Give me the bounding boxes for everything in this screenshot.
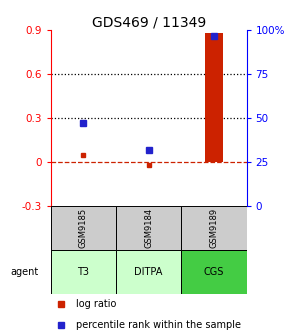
Title: GDS469 / 11349: GDS469 / 11349 bbox=[92, 15, 206, 29]
Bar bbox=[51, 250, 116, 294]
Bar bbox=[205, 33, 223, 162]
Bar bbox=[181, 250, 246, 294]
Text: GSM9184: GSM9184 bbox=[144, 208, 153, 248]
Bar bbox=[181, 206, 246, 250]
Text: agent: agent bbox=[10, 267, 39, 277]
Bar bbox=[116, 206, 181, 250]
Text: GSM9185: GSM9185 bbox=[79, 208, 88, 248]
Text: percentile rank within the sample: percentile rank within the sample bbox=[76, 320, 241, 330]
Text: DITPA: DITPA bbox=[135, 267, 163, 277]
Text: CGS: CGS bbox=[204, 267, 224, 277]
Bar bbox=[116, 250, 181, 294]
Text: log ratio: log ratio bbox=[76, 299, 117, 309]
Text: GSM9189: GSM9189 bbox=[209, 208, 218, 248]
Text: T3: T3 bbox=[77, 267, 89, 277]
Bar bbox=[51, 206, 116, 250]
